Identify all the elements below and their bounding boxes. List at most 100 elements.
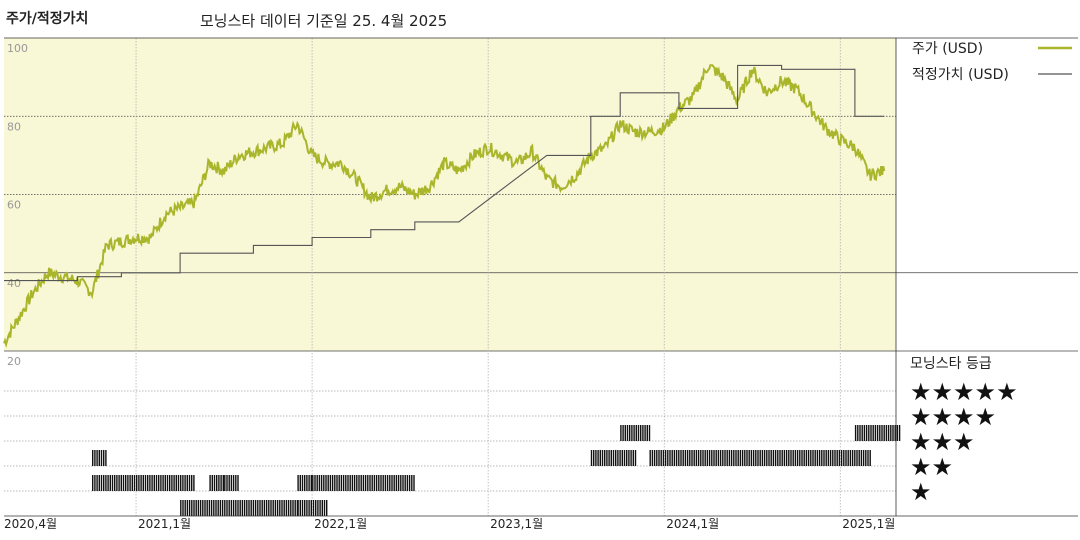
rating-stripe xyxy=(662,450,665,466)
rating-stripe xyxy=(624,425,626,441)
rating-stripe xyxy=(700,450,702,466)
rating-stripe xyxy=(739,450,742,466)
rating-stripe xyxy=(825,450,827,466)
rating-stripe xyxy=(191,475,193,491)
rating-stripe xyxy=(349,475,351,491)
rating-stripe xyxy=(868,425,870,441)
rating-stripe xyxy=(838,450,841,466)
y-tick-label: 100 xyxy=(7,42,28,55)
rating-stripe xyxy=(870,425,872,441)
rating-stripe xyxy=(218,475,220,491)
rating-stripe xyxy=(127,475,129,491)
rating-stripe xyxy=(733,450,735,466)
rating-stripe xyxy=(292,500,294,516)
rating-stripe xyxy=(261,500,263,516)
rating-stripe xyxy=(601,450,604,466)
rating-stripe xyxy=(116,475,118,491)
rating-stripe xyxy=(693,450,695,466)
rating-stripe xyxy=(849,450,852,466)
rating-stripe xyxy=(177,475,180,491)
rating-stripe xyxy=(224,475,226,491)
rating-stripe xyxy=(378,475,380,491)
rating-stripe xyxy=(329,475,332,491)
rating-stripe xyxy=(92,450,94,466)
rating-stripe xyxy=(748,450,750,466)
rating-stripe xyxy=(281,500,283,516)
rating-stripe xyxy=(301,475,304,491)
rating-stripe xyxy=(772,450,775,466)
rating-stripe xyxy=(860,450,863,466)
rating-stripe xyxy=(105,450,107,466)
rating-stripe xyxy=(812,450,814,466)
rating-stripe xyxy=(393,475,395,491)
x-tick-label: 2021,1월 xyxy=(138,517,191,531)
rating-stripe xyxy=(626,450,628,466)
rating-stripe xyxy=(389,475,391,491)
rating-stripe xyxy=(336,475,338,491)
data-date-subtitle: 모닝스타 데이터 기준일 25. 4월 2025 xyxy=(200,12,448,30)
rating-stripe xyxy=(345,475,347,491)
rating-stripe xyxy=(658,450,660,466)
rating-level-label: ★★★★ xyxy=(910,403,996,431)
rating-stripe xyxy=(794,450,797,466)
rating-stripe xyxy=(845,450,847,466)
rating-stripe xyxy=(799,450,801,466)
rating-stripe xyxy=(164,475,166,491)
rating-stripe xyxy=(147,475,149,491)
rating-stripe xyxy=(239,500,241,516)
rating-stripe xyxy=(202,500,204,516)
chart-title: 주가/적정가치 xyxy=(6,11,89,27)
rating-stripe xyxy=(402,475,404,491)
rating-stripe xyxy=(186,475,188,491)
rating-stripe xyxy=(735,450,737,466)
rating-stripe xyxy=(133,475,136,491)
rating-stripe xyxy=(213,500,215,516)
rating-stripe xyxy=(821,450,823,466)
rating-stripe xyxy=(285,500,288,516)
rating-stripe xyxy=(894,425,896,441)
rating-stripe xyxy=(268,500,270,516)
rating-stripe xyxy=(283,500,285,516)
x-tick-label: 2025,1월 xyxy=(842,517,895,531)
legend-price-label: 주가 (USD) xyxy=(912,41,983,57)
rating-stripe xyxy=(182,475,184,491)
rating-stripe xyxy=(243,500,246,516)
rating-stripe xyxy=(671,450,673,466)
rating-stripe xyxy=(861,425,863,441)
rating-stripe xyxy=(777,450,779,466)
rating-stripe xyxy=(304,500,306,516)
rating-stripe xyxy=(667,450,669,466)
rating-stripe xyxy=(315,500,317,516)
rating-stripe xyxy=(382,475,384,491)
rating-stripe xyxy=(805,450,808,466)
rating-stripe xyxy=(869,450,871,466)
rating-stripe xyxy=(155,475,158,491)
rating-stripe xyxy=(197,500,200,516)
rating-stripe xyxy=(308,500,310,516)
rating-stripe xyxy=(312,475,314,491)
rating-stripe xyxy=(730,450,733,466)
rating-stripe xyxy=(118,475,120,491)
rating-stripe xyxy=(265,500,268,516)
y-tick-label: 20 xyxy=(7,355,21,368)
rating-stripe xyxy=(646,425,648,441)
rating-stripe xyxy=(362,475,365,491)
rating-bar xyxy=(620,425,651,441)
rating-stripe xyxy=(788,450,790,466)
rating-stripe xyxy=(606,450,608,466)
rating-stripe xyxy=(340,475,343,491)
rating-bar xyxy=(92,450,107,466)
y-axis-ticks: 100 80 60 40 20 xyxy=(7,42,28,368)
rating-stripe xyxy=(94,450,96,466)
rating-stripe xyxy=(98,450,100,466)
rating-stripe xyxy=(173,475,175,491)
rating-stripe xyxy=(404,475,406,491)
rating-stripe xyxy=(779,450,781,466)
rating-stripe xyxy=(297,475,299,491)
rating-stripe xyxy=(219,500,222,516)
rating-stripe xyxy=(669,450,671,466)
rating-stripe xyxy=(158,475,160,491)
rating-stripe xyxy=(373,475,376,491)
rating-stripe xyxy=(274,500,277,516)
rating-stripe xyxy=(206,500,208,516)
